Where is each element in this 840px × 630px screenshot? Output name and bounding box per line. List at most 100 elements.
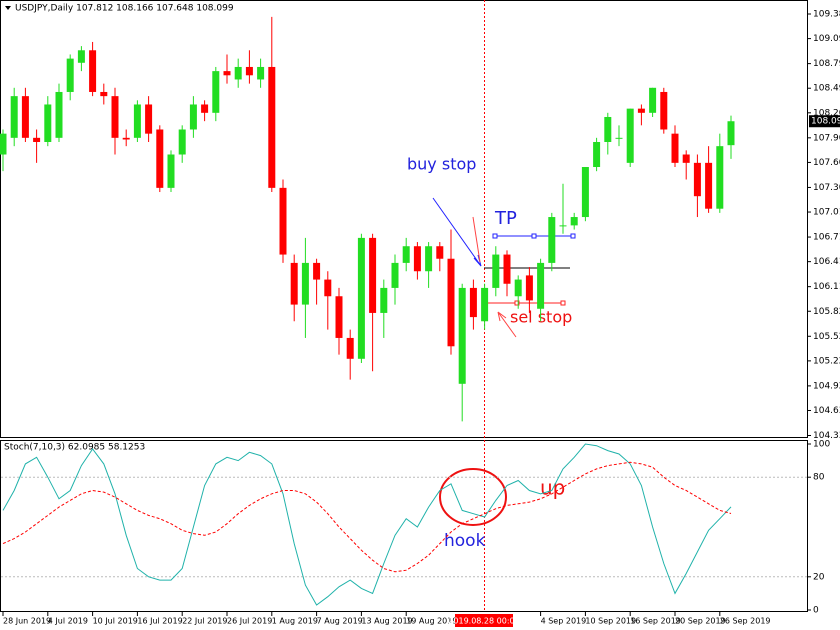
candle-body (693, 162, 701, 197)
candle-body (481, 287, 489, 322)
y-tick-label: 109.385 (813, 10, 840, 20)
candle-body (313, 262, 321, 280)
candle-body (604, 116, 612, 142)
y-tick-label: 108.495 (813, 84, 840, 94)
candle-body (133, 104, 141, 138)
candle-body (593, 141, 601, 168)
candle-body (66, 58, 74, 92)
candle-body (55, 91, 63, 138)
crosshair-label: 2019.08.28 00:00 (448, 617, 519, 626)
candle-body (716, 146, 724, 209)
candle-body (223, 71, 231, 76)
candle-body (514, 279, 522, 297)
stoch-line (2, 443, 732, 606)
candle-body (234, 66, 242, 80)
sl-handle (514, 300, 520, 306)
candle-body (447, 258, 455, 347)
x-tick-label: 26 Sep 2019 (720, 617, 771, 626)
x-tick-label: 13 Aug 2019 (361, 617, 412, 626)
candle-body (727, 121, 735, 146)
x-tick-label: 28 Jun 2019 (3, 617, 51, 626)
y-tick-label: 107.605 (813, 158, 840, 168)
candle-body (402, 246, 410, 263)
tp-handle (570, 233, 576, 239)
x-tick-label: 16 Jul 2019 (137, 617, 182, 626)
candle-body (570, 217, 578, 226)
candle-body (380, 287, 388, 313)
x-tick-label: 1 Aug 2019 (272, 617, 318, 626)
candle-body (615, 137, 623, 139)
hook-circle (439, 468, 507, 526)
x-tick-label: 4 Sep 2019 (541, 617, 587, 626)
candle-body (212, 71, 220, 113)
candle-body (335, 296, 343, 338)
candle-body (492, 254, 500, 288)
up-label: up (540, 476, 565, 500)
tp-label: TP (494, 208, 517, 229)
candle-body (44, 104, 52, 142)
candle-body (469, 287, 477, 318)
candle-body (279, 187, 287, 255)
candle-body (21, 96, 29, 138)
x-tick-label: 19 Aug 2019 (406, 617, 457, 626)
tp-handle (531, 233, 537, 239)
candle-body (257, 66, 265, 80)
y-tick-label: 107.305 (813, 183, 840, 193)
last-price-box (809, 115, 840, 128)
y-tick-label: 20 (813, 572, 825, 582)
candle-body (503, 254, 511, 284)
y-tick-label: 0 (813, 606, 819, 616)
candle-body (649, 87, 657, 113)
candle-body (189, 104, 197, 130)
candle-body (156, 129, 164, 188)
price-title: USDJPY,Daily 107.812 108.166 107.648 108… (15, 4, 234, 14)
candle-body (77, 50, 85, 63)
candle-body (413, 246, 421, 272)
x-tick-label: 7 Aug 2019 (317, 617, 363, 626)
x-tick-label: 22 Jul 2019 (182, 617, 227, 626)
candle-body (581, 167, 589, 218)
y-tick-label: 107.010 (813, 208, 840, 218)
hook-label: hook (444, 531, 486, 551)
y-tick-label: 104.925 (813, 381, 840, 391)
x-tick-label: 16 Sep 2019 (630, 617, 681, 626)
y-tick-label: 105.820 (813, 307, 840, 317)
candle-body (357, 237, 365, 359)
y-tick-label: 108.200 (813, 108, 840, 118)
candle-body (436, 246, 444, 259)
candle-body (525, 275, 533, 301)
x-tick-label: 26 Jul 2019 (227, 617, 272, 626)
candle-body (111, 96, 119, 138)
y-tick-label: 106.115 (813, 282, 840, 292)
y-tick-label: 108.790 (813, 59, 840, 69)
candle-body (268, 66, 276, 188)
y-tick-label: 107.900 (813, 133, 840, 143)
candle-body (245, 66, 253, 76)
candle-body (324, 279, 332, 297)
candle-body (537, 262, 545, 309)
x-tick-label: 10 Jul 2019 (93, 617, 138, 626)
candle-body (145, 104, 153, 134)
y-tick-label: 105.520 (813, 332, 840, 342)
candle-body (548, 217, 556, 263)
last-price-label: 108.099 (811, 117, 840, 127)
y-tick-label: 80 (813, 473, 825, 483)
sl-handle (560, 300, 566, 306)
candle-body (33, 137, 41, 142)
x-tick-label: 20 Sep 2019 (675, 617, 726, 626)
stoch-line (2, 461, 732, 573)
candle-body (178, 129, 186, 155)
candle-body (369, 237, 377, 313)
candle-body (559, 225, 567, 227)
sell-stop-label: sel stop (510, 308, 572, 327)
sell-stop-arrow (497, 311, 517, 338)
x-tick-label: 10 Sep 2019 (585, 617, 636, 626)
candle-body (346, 337, 354, 359)
stoch-title: Stoch(7,10,3) 62.0985 58.1253 (4, 443, 145, 453)
y-tick-label: 106.415 (813, 257, 840, 267)
y-tick-label: 109.090 (813, 34, 840, 44)
candle-body (682, 154, 690, 163)
candle-body (290, 262, 298, 305)
